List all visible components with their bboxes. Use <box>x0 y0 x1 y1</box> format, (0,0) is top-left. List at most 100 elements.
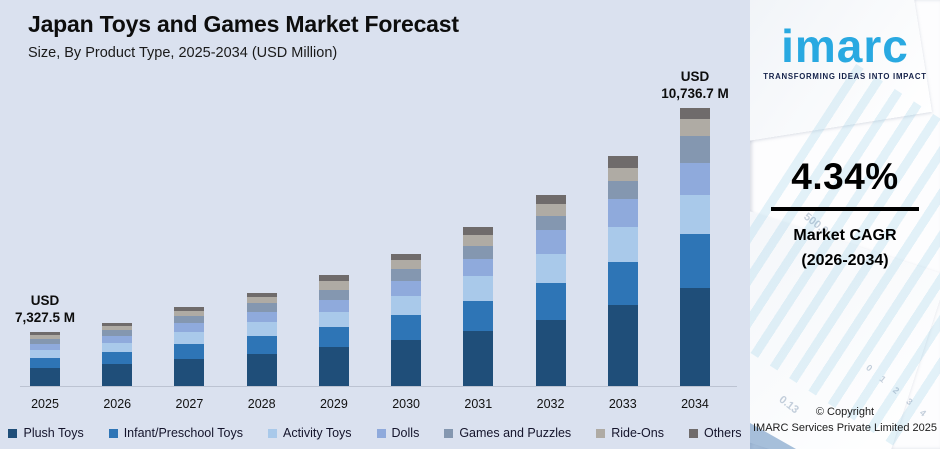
bar-segment-dolls <box>102 336 133 343</box>
x-axis-tick-label: 2028 <box>247 397 276 411</box>
legend-label: Ride-Ons <box>611 426 664 440</box>
bar-segment-plush-toys <box>463 331 494 386</box>
bar-segment-others <box>102 323 133 326</box>
legend-label: Games and Puzzles <box>459 426 572 440</box>
bar-segment-activity-toys <box>102 343 133 352</box>
copyright-line2: IMARC Services Private Limited 2025 <box>752 422 937 434</box>
legend-item-dolls: Dolls <box>376 426 420 440</box>
bar-segment-plush-toys <box>607 305 638 386</box>
bar-segment-dolls <box>391 281 422 296</box>
imarc-logo: imarc TRANSFORMING IDEAS INTO IMPACT <box>750 22 940 81</box>
x-axis-tick-label: 2027 <box>175 397 204 411</box>
bar-segment-infant-preschool-toys <box>30 358 60 368</box>
bars-row: 2025 USD 7,327.5 M 2026 2027 2028 2029 2030 2031… <box>15 69 729 411</box>
bar-slot-2033: 2033 <box>607 86 638 411</box>
x-axis-tick-label: 2030 <box>392 397 420 411</box>
bar-segment-others <box>391 254 422 260</box>
bar-slot-2028: 2028 <box>246 86 277 411</box>
bar-segment-dolls <box>174 323 205 332</box>
bar-segment-ride-ons <box>102 326 133 330</box>
bar-slot-2034: 2034 USD 10,736.7 M <box>661 69 729 411</box>
legend-label: Plush Toys <box>23 426 84 440</box>
bar-segment-plush-toys <box>318 347 349 386</box>
legend-swatch-icon <box>8 428 18 438</box>
bar-slot-2029: 2029 <box>318 86 349 411</box>
cagr-period: (2026-2034) <box>801 252 889 269</box>
bar-segment-others <box>607 156 638 168</box>
legend-label: Dolls <box>391 426 420 440</box>
page-subtitle: Size, By Product Type, 2025-2034 (USD Mi… <box>28 45 338 61</box>
legend-item-activity-toys: Activity Toys <box>267 426 352 440</box>
bar-segment-infant-preschool-toys <box>391 315 422 340</box>
x-axis-tick-label: 2032 <box>536 397 565 411</box>
bar-segment-plush-toys <box>679 288 710 386</box>
bar-segment-games-and-puzzles <box>246 303 277 312</box>
stacked-bar-2031 <box>463 227 494 386</box>
bar-slot-2031: 2031 <box>463 86 494 411</box>
bar-segment-activity-toys <box>391 296 422 315</box>
bar-segment-plush-toys <box>174 359 205 386</box>
bar-segment-activity-toys <box>246 322 277 336</box>
bar-segment-ride-ons <box>174 311 205 316</box>
bar-segment-plush-toys <box>102 364 133 386</box>
bar-segment-others <box>679 108 710 119</box>
stacked-bar-2033 <box>607 156 638 386</box>
bar-segment-ride-ons <box>607 168 638 181</box>
bar-segment-infant-preschool-toys <box>463 301 494 331</box>
bar-segment-infant-preschool-toys <box>679 234 710 288</box>
bar-segment-activity-toys <box>318 312 349 327</box>
legend-label: Others <box>703 426 742 440</box>
legend-label: Infant/Preschool Toys <box>123 426 243 440</box>
bar-segment-ride-ons <box>318 281 349 290</box>
bar-segment-games-and-puzzles <box>607 181 638 199</box>
legend-item-others: Others <box>688 426 742 440</box>
cagr-label: Market CAGR <box>793 227 897 244</box>
bar-segment-dolls <box>607 199 638 227</box>
imarc-logo-tagline: TRANSFORMING IDEAS INTO IMPACT <box>763 72 927 81</box>
stacked-bar-2025 <box>30 332 60 386</box>
bar-segment-activity-toys <box>607 227 638 262</box>
bar-segment-games-and-puzzles <box>318 290 349 300</box>
bar-segment-ride-ons <box>30 335 60 339</box>
bar-slot-2030: 2030 <box>391 86 422 411</box>
bar-segment-dolls <box>30 344 60 350</box>
stacked-bar-2028 <box>246 293 277 386</box>
bar-segment-activity-toys <box>463 276 494 301</box>
bar-segment-dolls <box>463 259 494 276</box>
bar-segment-activity-toys <box>30 350 60 358</box>
legend: Plush Toys Infant/Preschool Toys Activity … <box>0 426 750 440</box>
bar-segment-ride-ons <box>463 235 494 246</box>
copyright: © Copyright IMARC Services Private Limit… <box>750 404 940 436</box>
bar-segment-dolls <box>318 300 349 312</box>
bar-segment-activity-toys <box>535 254 566 283</box>
cagr-block: 4.34% Market CAGR (2026-2034) <box>750 156 940 273</box>
bar-segment-dolls <box>535 230 566 254</box>
bar-segment-plush-toys <box>535 320 566 386</box>
legend-swatch-icon <box>376 428 386 438</box>
bar-segment-infant-preschool-toys <box>535 283 566 320</box>
cagr-value: 4.34% <box>791 156 899 197</box>
bar-segment-games-and-puzzles <box>102 330 133 336</box>
x-axis-tick-label: 2033 <box>608 397 637 411</box>
stacked-bar-2029 <box>318 275 349 386</box>
bar-segment-others <box>174 307 205 311</box>
imarc-logo-text: imarc <box>781 20 909 72</box>
legend-swatch-icon <box>267 428 277 438</box>
chart-region: Japan Toys and Games Market Forecast Siz… <box>0 11 750 440</box>
bar-segment-infant-preschool-toys <box>102 352 133 364</box>
bar-segment-others <box>318 275 349 281</box>
bar-slot-2025: 2025 USD 7,327.5 M <box>15 86 75 411</box>
bar-segment-others <box>463 227 494 235</box>
stacked-bar-2027 <box>174 307 205 386</box>
page-title: Japan Toys and Games Market Forecast <box>28 11 459 37</box>
bar-segment-games-and-puzzles <box>391 269 422 281</box>
copyright-line1: © Copyright <box>815 406 875 418</box>
bar-segment-others <box>246 293 277 297</box>
x-axis-tick-label: 2031 <box>464 397 493 411</box>
bar-segment-plush-toys <box>391 340 422 386</box>
cagr-divider <box>771 207 919 211</box>
bar-segment-activity-toys <box>679 195 710 234</box>
bar-segment-games-and-puzzles <box>463 246 494 259</box>
legend-item-infant-preschool-toys: Infant/Preschool Toys <box>108 426 243 440</box>
